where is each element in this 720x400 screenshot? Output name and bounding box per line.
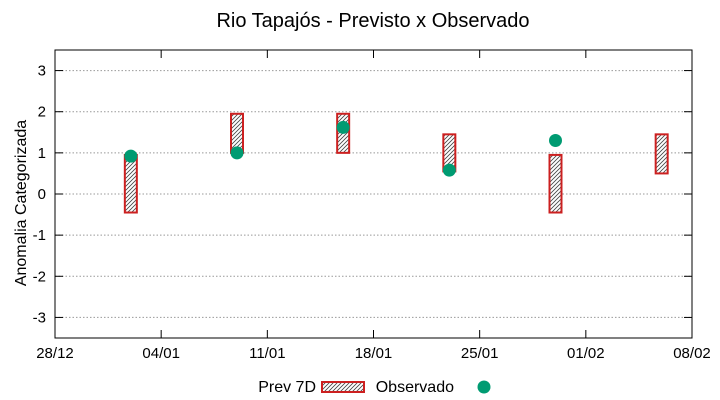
forecast-range-bar [123, 153, 138, 214]
observed-point [336, 120, 350, 134]
legend-marker-observado [477, 380, 491, 394]
y-tick-label: 2 [38, 104, 46, 121]
x-tick-label: 11/01 [249, 345, 285, 362]
x-ticks: 28/12 04/01 11/01 18/01 25/01 01/02 08/02 [36, 50, 711, 362]
x-tick-label: 01/02 [567, 345, 605, 362]
chart-title: Rio Tapajós - Previsto x Observado [216, 10, 529, 32]
y-tick-label: 1 [38, 145, 46, 162]
x-tick-label: 04/01 [142, 345, 180, 362]
observed-point [230, 146, 244, 160]
forecast-range-bar [654, 133, 669, 175]
x-tick-label: 08/02 [673, 345, 711, 362]
y-tick-label: 3 [38, 63, 46, 80]
legend-swatch-prev [321, 381, 365, 393]
y-tick-label: -1 [33, 227, 46, 244]
legend: Prev 7D Observado [258, 379, 491, 396]
observed-point [442, 163, 456, 177]
observed-point [124, 149, 138, 163]
y-axis-label: Anomalia Categorizada [13, 120, 30, 286]
legend-label-prev: Prev 7D [258, 379, 316, 396]
forecast-range-bar [548, 153, 563, 214]
grid [55, 70, 692, 318]
x-tick-label: 25/01 [461, 345, 499, 362]
forecast-bars [123, 112, 669, 214]
y-tick-label: 0 [38, 186, 46, 203]
observed-point [549, 134, 562, 148]
legend-label-observado: Observado [376, 379, 454, 396]
y-tick-label: -3 [33, 309, 46, 326]
y-tick-label: -2 [33, 268, 46, 285]
observed-points [124, 120, 562, 177]
x-tick-label: 28/12 [36, 345, 74, 362]
y-ticks: -3 -2 -1 0 1 2 3 [33, 63, 692, 326]
x-tick-label: 18/01 [355, 345, 393, 362]
